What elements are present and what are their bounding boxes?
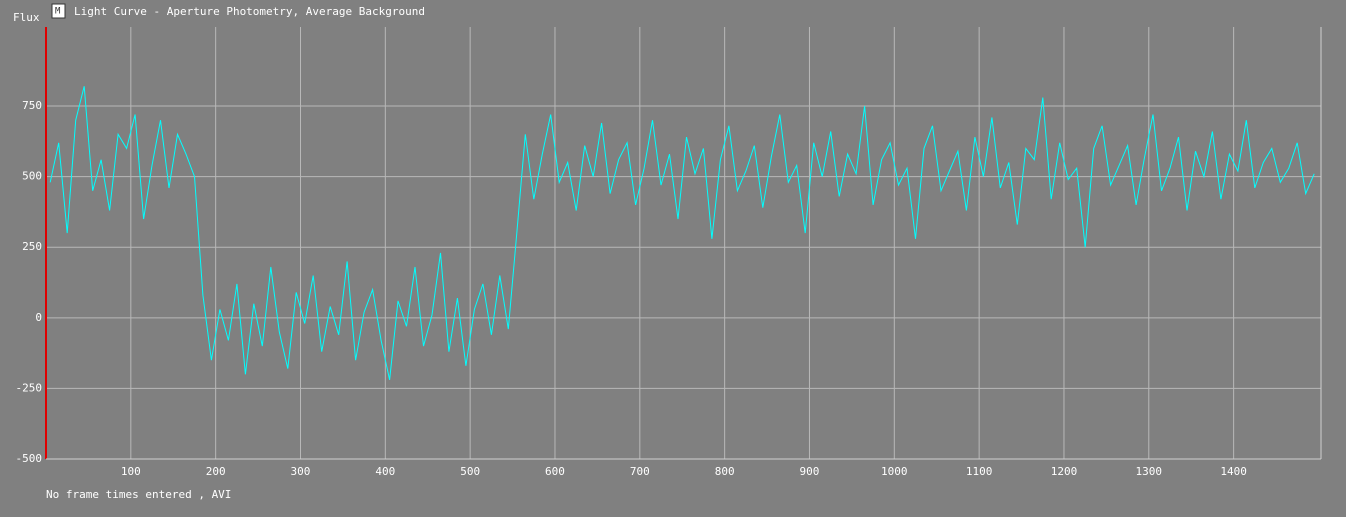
x-tick-label: 600	[545, 465, 565, 478]
y-tick-label: -250	[16, 381, 43, 394]
window-title: Light Curve - Aperture Photometry, Avera…	[74, 5, 425, 18]
x-tick-label: 1200	[1051, 465, 1078, 478]
y-axis-label: Flux	[13, 11, 40, 24]
y-tick-label: 250	[22, 240, 42, 253]
x-tick-label: 500	[460, 465, 480, 478]
x-tick-label: 300	[291, 465, 311, 478]
x-tick-label: 400	[375, 465, 395, 478]
plot	[49, 86, 1315, 381]
window-icon[interactable]	[51, 3, 66, 19]
grid	[46, 27, 1321, 460]
y-tick-label: 750	[22, 99, 42, 112]
x-tick-label: 1000	[881, 465, 908, 478]
x-tick-label: 700	[630, 465, 650, 478]
x-tick-label: 200	[206, 465, 226, 478]
icon-glyph: M	[55, 7, 61, 17]
light-curve	[49, 86, 1315, 381]
y-tick-label: -500	[16, 452, 43, 465]
x-tick-label: 1100	[966, 465, 993, 478]
footer-status: No frame times entered , AVI	[46, 488, 231, 501]
y-tick-label: 0	[35, 311, 42, 324]
y-tick-label: 500	[22, 170, 42, 183]
x-tick-label: 900	[800, 465, 820, 478]
x-tick-label: 1300	[1136, 465, 1163, 478]
x-tick-label: 800	[715, 465, 735, 478]
x-tick-label: 100	[121, 465, 141, 478]
x-tick-label: 1400	[1220, 465, 1247, 478]
